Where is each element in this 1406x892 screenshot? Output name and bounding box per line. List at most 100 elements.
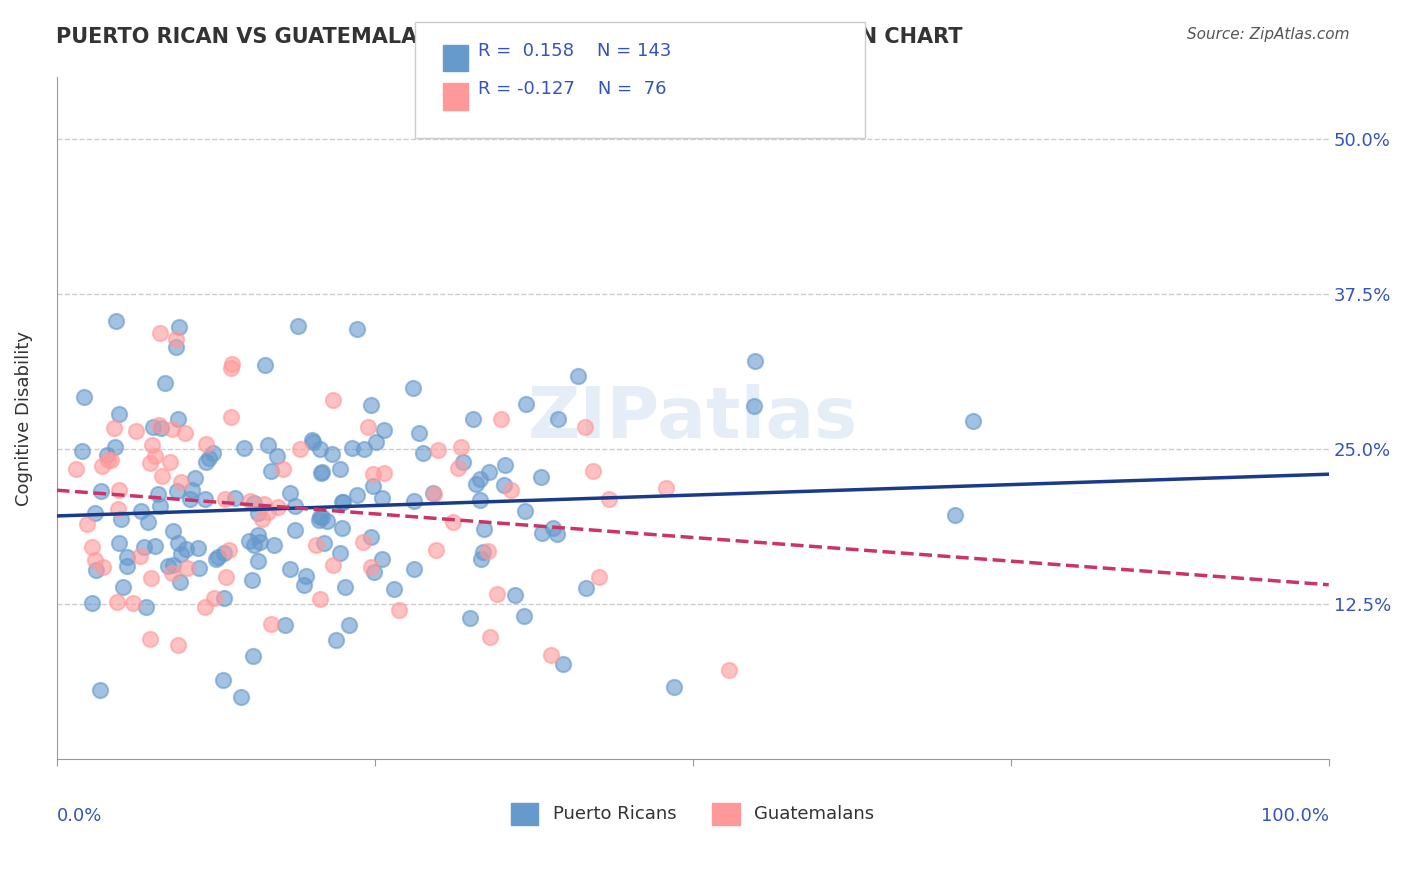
Puerto Ricans [451,455,474,469]
Puerto Ricans [371,552,394,566]
Puerto Ricans [329,545,352,559]
Guatemalans [91,559,114,574]
Puerto Ricans [166,412,188,426]
Guatemalans [540,648,562,663]
Puerto Ricans [404,493,426,508]
Puerto Ricans [112,580,135,594]
Guatemalans [214,492,236,507]
Puerto Ricans [943,508,966,522]
Puerto Ricans [567,369,589,384]
Puerto Ricans [249,534,271,549]
Puerto Ricans [470,552,492,566]
Puerto Ricans [243,496,266,510]
Puerto Ricans [547,412,569,426]
Guatemalans [97,452,120,467]
Guatemalans [176,561,198,575]
Guatemalans [266,500,288,515]
Puerto Ricans [238,534,260,549]
Puerto Ricans [246,528,269,542]
Puerto Ricans [229,690,252,704]
Guatemalans [141,438,163,452]
Puerto Ricans [332,495,354,509]
Puerto Ricans [464,477,486,491]
Puerto Ricans [263,538,285,552]
Puerto Ricans [117,559,139,574]
Puerto Ricans [302,435,325,450]
Puerto Ricans [325,632,347,647]
Puerto Ricans [330,520,353,534]
Guatemalans [322,392,344,407]
Puerto Ricans [287,318,309,333]
Puerto Ricans [232,441,254,455]
Guatemalans [598,491,620,506]
Guatemalans [218,543,240,558]
Puerto Ricans [353,442,375,456]
Puerto Ricans [96,448,118,462]
Puerto Ricans [458,611,481,625]
Puerto Ricans [422,486,444,500]
Puerto Ricans [384,582,406,596]
Guatemalans [574,419,596,434]
Puerto Ricans [363,566,385,580]
Puerto Ricans [146,486,169,500]
Guatemalans [149,326,172,340]
Guatemalans [129,549,152,563]
Puerto Ricans [224,491,246,506]
Guatemalans [139,632,162,646]
Puerto Ricans [309,467,332,481]
Guatemalans [103,421,125,435]
Puerto Ricans [194,491,217,506]
Puerto Ricans [412,446,434,460]
Guatemalans [357,420,380,434]
Puerto Ricans [329,462,352,476]
Text: R =  0.158    N = 143: R = 0.158 N = 143 [478,42,672,60]
Puerto Ricans [309,442,332,457]
Guatemalans [423,487,446,501]
Puerto Ricans [135,599,157,614]
Guatemalans [450,440,472,454]
Puerto Ricans [513,609,536,624]
Puerto Ricans [461,411,484,425]
Puerto Ricans [553,657,575,671]
Puerto Ricans [110,512,132,526]
Puerto Ricans [468,472,491,486]
Puerto Ricans [187,541,209,555]
Puerto Ricans [546,526,568,541]
Text: R = -0.127    N =  76: R = -0.127 N = 76 [478,80,666,98]
Y-axis label: Cognitive Disability: Cognitive Disability [15,331,32,506]
Puerto Ricans [195,455,218,469]
Puerto Ricans [202,446,225,460]
Puerto Ricans [468,492,491,507]
Puerto Ricans [316,514,339,528]
Puerto Ricans [408,425,430,440]
Guatemalans [65,462,87,476]
Guatemalans [202,591,225,605]
Guatemalans [84,552,107,566]
Puerto Ricans [253,358,276,372]
Puerto Ricans [157,558,180,573]
Guatemalans [489,411,512,425]
Puerto Ricans [242,648,264,663]
Guatemalans [219,360,242,375]
Puerto Ricans [503,588,526,602]
Puerto Ricans [240,573,263,587]
Guatemalans [165,332,187,346]
Puerto Ricans [166,484,188,499]
Puerto Ricans [104,314,127,328]
Puerto Ricans [308,513,330,527]
Puerto Ricans [295,569,318,583]
Puerto Ricans [179,491,201,506]
Guatemalans [486,586,509,600]
Puerto Ricans [314,536,336,550]
Guatemalans [373,466,395,480]
Puerto Ricans [494,458,516,472]
Guatemalans [219,410,242,425]
Puerto Ricans [181,483,204,498]
Puerto Ricans [107,407,129,421]
Puerto Ricans [311,509,333,524]
Puerto Ricans [311,465,333,479]
Guatemalans [148,418,170,433]
Puerto Ricans [742,399,765,413]
Guatemalans [257,505,280,519]
Puerto Ricans [243,538,266,552]
